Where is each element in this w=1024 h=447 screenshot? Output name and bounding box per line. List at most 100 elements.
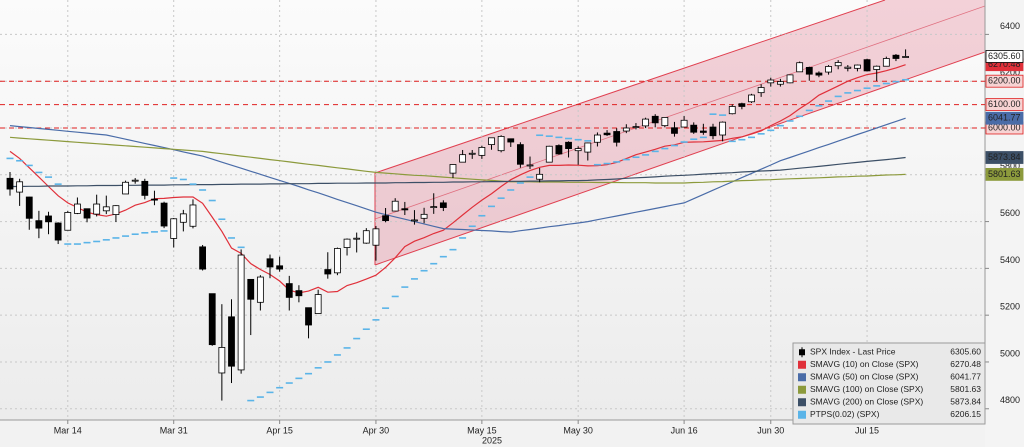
candle-body [199,246,207,270]
legend-icon-body [799,349,805,356]
ma-line [9,136,906,184]
y-tick-label: 5000 [1000,348,1020,358]
year-label: 2025 [482,435,502,445]
candle-body [83,208,91,219]
legend-label: SMAVG (10) on Close (SPX) [810,359,919,369]
legend-icon-price [799,347,805,358]
legend-swatch [798,410,806,419]
candle-body [844,66,852,69]
candle-body [728,106,736,115]
candle-body [863,59,871,72]
candle-body [102,206,110,212]
candle-body [738,103,746,107]
legend-box [792,342,986,425]
candle-body [218,347,226,374]
channel-lower [374,51,985,266]
candle-body [632,126,640,128]
candle-body [305,307,312,326]
candle-body [719,121,727,136]
legend-label: PTPS(0.02) (SPX) [810,409,880,419]
candle-body [179,213,187,223]
legend-swatch [798,360,806,369]
ma-line [9,64,906,294]
channel-upper [374,0,886,174]
legend-value: 6305.60 [950,347,981,357]
candle-body [45,215,52,223]
y-tick-label: 4800 [1000,395,1020,405]
x-tick-label: Mar 14 [54,425,82,435]
value-tag [985,151,1024,164]
candle-body [882,58,890,67]
candle-body [796,62,804,73]
candle-body [854,64,861,69]
x-tick-label: Jul 15 [855,425,879,435]
candle-body [247,278,255,300]
legend-label: SMAVG (100) on Close (SPX) [810,384,923,394]
candle-body [536,173,544,180]
candle-body [170,218,178,239]
candle-body [93,203,101,215]
reference-label: 6000.00 [988,122,1021,132]
candle-body [584,142,592,153]
candle-body [391,200,399,212]
candle-body [420,213,428,219]
candle-body [54,222,62,241]
y-tick-label: 5800 [1000,161,1020,171]
candle-body [112,205,120,215]
candle-body [892,54,900,59]
candle-body [661,117,669,127]
candle-body [815,72,823,76]
candle-body [430,206,438,209]
value-tag-label: 5873.84 [988,152,1021,162]
candle-body [314,294,322,314]
value-tag-label: 6041.77 [988,113,1021,123]
candle-body [25,196,33,219]
candle-body [6,177,14,190]
x-tick-label: Jun 16 [671,425,698,435]
legend-value: 6206.15 [950,409,981,419]
legend-value: 5801.63 [950,384,981,394]
x-tick-label: Apr 30 [363,425,390,435]
x-tick-label: May 15 [467,425,497,435]
legend-swatch [798,373,806,382]
candle-body [603,132,611,136]
y-tick-label: 5600 [1000,208,1020,218]
candle-body [459,154,467,163]
value-tag-label: 6305.60 [988,51,1021,61]
candle-body [35,220,43,229]
candle-body [266,258,274,268]
candle-body [777,81,784,85]
reference-label: 6100.00 [988,99,1021,109]
channel [374,0,985,266]
candle-body [131,179,139,182]
candle-body [285,283,293,298]
candle-body [507,138,515,143]
candle-body [613,131,621,143]
legend-value: 5873.84 [950,397,981,407]
candle-body [324,269,332,275]
y-tick-label: 6200 [1000,68,1020,78]
candle-body [786,74,794,84]
x-tick-label: Mar 31 [160,425,188,435]
candle-body [64,212,72,231]
candle-body [805,66,813,75]
candle-body [565,141,572,149]
candle-body [439,202,447,208]
candle-body [757,87,765,94]
ma-line [10,156,906,188]
candle-body [488,137,495,146]
value-tag [985,168,1024,181]
candle-body [748,94,755,103]
value-tag-label: 6270.48 [988,59,1021,69]
candle-body [555,145,563,155]
candle-body [671,127,678,134]
candle-body [208,293,216,346]
value-tag [985,111,1024,125]
reference-tag [985,98,1024,111]
legend-label: SPX Index - Last Price [810,347,896,357]
value-tag-label: 5801.63 [988,169,1021,179]
candle-body [468,152,476,155]
reference-label: 6200.00 [988,76,1021,86]
y-tick-label: 5400 [1000,255,1020,265]
